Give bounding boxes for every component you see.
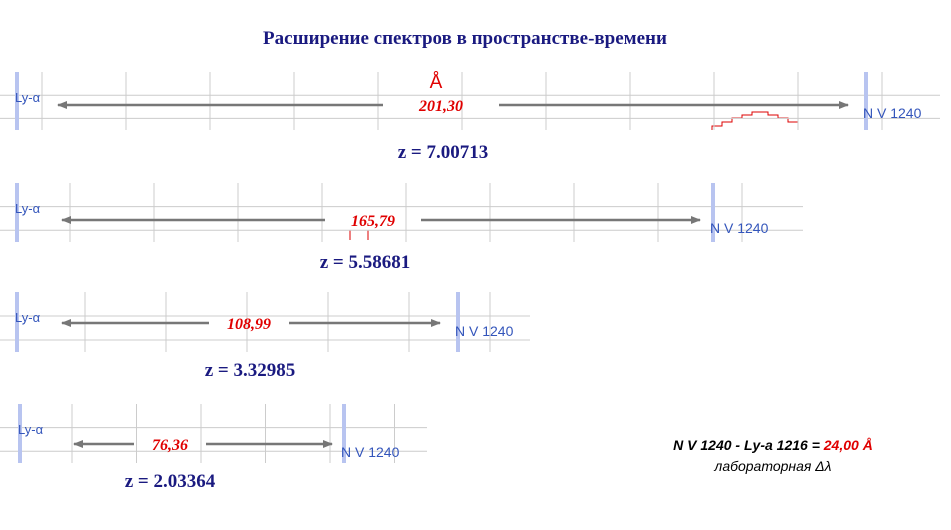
right-label: N V 1240 — [710, 220, 769, 236]
formula-value: 24,00 Å — [823, 437, 873, 453]
unit-symbol: Å — [430, 72, 443, 93]
redshift: z = 2.03364 — [125, 471, 216, 492]
line-marker — [18, 404, 22, 463]
line-marker — [342, 404, 346, 463]
left-label: Ly-α — [18, 422, 44, 437]
right-label: N V 1240 — [863, 105, 922, 121]
redshift: z = 3.32985 — [205, 360, 296, 381]
line-marker — [456, 292, 460, 352]
line-marker — [864, 72, 868, 130]
formula-caption: лабораторная Δλ — [713, 458, 831, 474]
shift-value: 165,79 — [351, 213, 395, 230]
spectrum-ticks — [349, 230, 369, 240]
right-label: N V 1240 — [341, 444, 400, 460]
shift-value: 201,30 — [418, 98, 463, 115]
formula: N V 1240 - Ly-a 1216 = 24,00 Å — [673, 437, 873, 453]
line-marker — [711, 183, 715, 242]
right-label: N V 1240 — [455, 323, 514, 339]
shift-value: 108,99 — [227, 316, 271, 333]
shift-value: 76,36 — [152, 437, 188, 454]
redshift: z = 5.58681 — [320, 252, 411, 273]
line-marker — [15, 292, 19, 352]
left-label: Ly-α — [15, 201, 41, 216]
left-label: Ly-α — [15, 90, 41, 105]
redshift: z = 7.00713 — [398, 142, 489, 163]
formula-expression: N V 1240 - Ly-a 1216 = — [673, 437, 824, 453]
left-label: Ly-α — [15, 310, 41, 325]
title: Расширение спектров в пространстве-време… — [263, 28, 667, 49]
spectrum-profile — [711, 111, 799, 130]
line-marker — [15, 72, 19, 130]
line-marker — [15, 183, 19, 242]
